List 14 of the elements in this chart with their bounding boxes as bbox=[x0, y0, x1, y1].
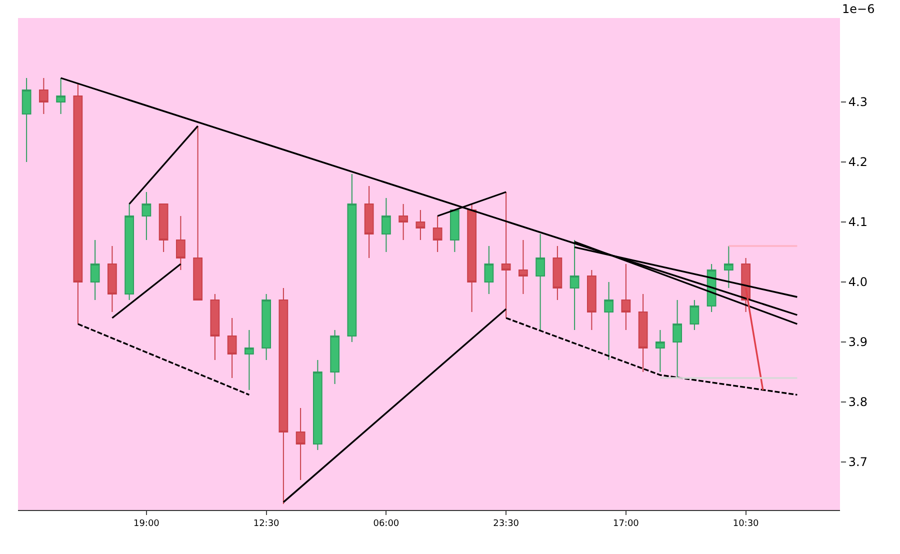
x-tick-label: 19:00 bbox=[133, 518, 160, 529]
y-tick-label: 3.9 bbox=[848, 335, 868, 350]
y-tick-label: 4.2 bbox=[848, 155, 868, 170]
y-tick-label: 3.7 bbox=[848, 455, 868, 470]
y-axis-title: 1e−6 bbox=[842, 2, 875, 16]
x-tick-label: 23:30 bbox=[493, 518, 520, 529]
x-tick-label: 06:00 bbox=[373, 518, 400, 529]
y-tick-label: 4.3 bbox=[848, 95, 868, 110]
x-tick-label: 17:00 bbox=[612, 518, 640, 529]
x-tick-label: 12:30 bbox=[253, 518, 280, 529]
y-tick-label: 4.1 bbox=[848, 215, 868, 230]
y-tick-label: 4.0 bbox=[848, 275, 868, 290]
y-tick-label: 3.8 bbox=[848, 395, 868, 410]
x-tick-label: 10:30 bbox=[732, 518, 760, 529]
